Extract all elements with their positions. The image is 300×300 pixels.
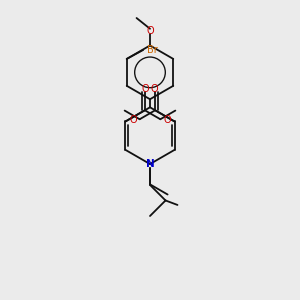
Text: N: N: [146, 159, 154, 169]
Text: O: O: [129, 115, 137, 125]
Text: O: O: [163, 115, 171, 125]
Text: O: O: [142, 84, 149, 94]
Text: Br: Br: [147, 45, 158, 55]
Text: O: O: [151, 84, 158, 94]
Text: O: O: [146, 26, 154, 37]
